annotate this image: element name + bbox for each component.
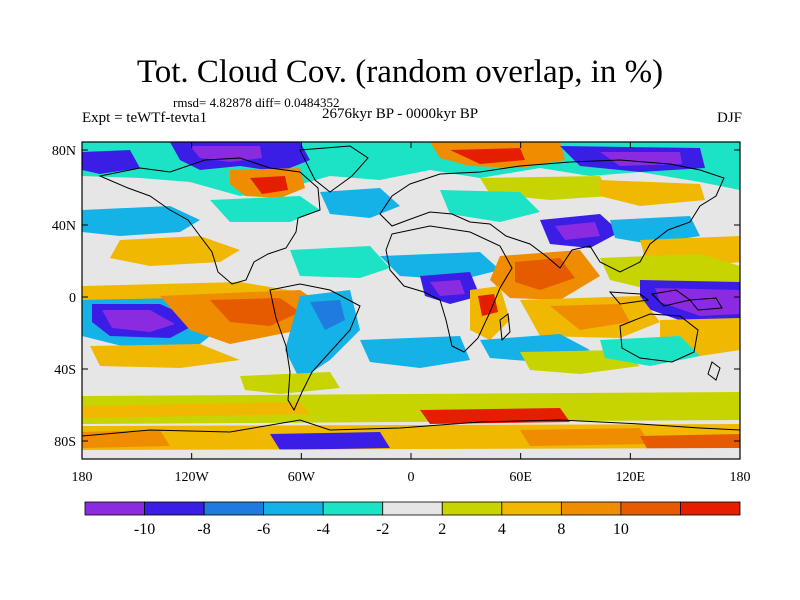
anomaly-region [102, 310, 175, 332]
coastline [689, 297, 723, 311]
coastline [608, 291, 650, 305]
coastline [82, 419, 740, 437]
legend-label: 8 [557, 521, 565, 538]
coastline [269, 283, 361, 412]
anomaly-region [110, 236, 240, 266]
anomaly-region [420, 408, 570, 424]
anomaly-region [90, 344, 240, 368]
anomaly-region [82, 392, 740, 424]
anomaly-region [430, 280, 465, 296]
lat-tick-label: 40S [54, 363, 76, 378]
lon-tick-label: 60W [288, 470, 316, 485]
legend-swatch [263, 501, 324, 516]
anomaly-region [450, 148, 525, 164]
lon-tick-label: 120E [616, 470, 646, 485]
legend-label: -8 [197, 521, 210, 538]
experiment-label: Expt = teWTf-tevta1 [82, 110, 208, 126]
anomaly-region [270, 432, 390, 450]
map-title: Tot. Cloud Cov. (random overlap, in %) [136, 54, 664, 90]
legend-swatch [144, 501, 205, 516]
anomaly-region [360, 336, 470, 368]
anomaly-region [250, 176, 288, 194]
latitude-axis: 80N 40N 0 40S 80S [52, 144, 740, 450]
legend-swatch [322, 501, 384, 516]
lon-tick-label: 120W [175, 470, 210, 485]
lat-tick-label: 0 [69, 291, 76, 306]
anomaly-region [478, 294, 498, 316]
anomaly-region [210, 298, 300, 326]
legend-label: 10 [613, 521, 629, 538]
anomaly-region [190, 146, 262, 162]
lon-tick-label: 180 [72, 470, 93, 485]
anomaly-region [82, 430, 170, 448]
legend-label: -10 [134, 521, 155, 538]
anomaly-region [515, 258, 575, 290]
lat-tick-label: 80N [52, 144, 76, 159]
legend-label: -4 [317, 521, 330, 538]
anomaly-region [82, 150, 140, 174]
coastline [385, 225, 513, 353]
coastlines [82, 145, 740, 437]
coastline [619, 313, 699, 363]
coastline [707, 361, 721, 381]
anomaly-region [520, 428, 650, 446]
legend-swatch [680, 501, 741, 516]
anomaly-region [210, 196, 320, 222]
longitude-axis: 180 120W 60W 0 60E 120E 180 [72, 142, 751, 485]
anomaly-field [82, 142, 740, 459]
legend-swatch [620, 501, 681, 516]
stats-text: rmsd= 4.82878 diff= 0.0484352 [173, 95, 340, 110]
legend-swatch [441, 501, 503, 516]
anomaly-region [310, 300, 345, 330]
legend-colorbar: -10 -8 -6 -4 -2 2 4 8 10 [84, 501, 741, 538]
lon-tick-label: 180 [730, 470, 751, 485]
lat-tick-label: 40N [52, 219, 76, 234]
lon-tick-label: 60E [509, 470, 532, 485]
anomaly-region [600, 152, 682, 166]
legend-label: -6 [257, 521, 270, 538]
season-label: DJF [716, 110, 742, 126]
legend-swatch [203, 501, 265, 516]
anomaly-region [600, 180, 705, 206]
anomaly-region [82, 402, 310, 418]
legend-swatch [560, 501, 622, 516]
lat-tick-label: 80S [54, 435, 76, 450]
anomaly-region [320, 188, 400, 218]
coastline [299, 145, 369, 193]
anomaly-region [290, 246, 390, 278]
period-label: 2676kyr BP - 0000kyr BP [322, 106, 479, 122]
anomaly-region [610, 216, 700, 244]
legend-label: -2 [376, 521, 389, 538]
legend-label: 2 [438, 521, 446, 538]
anomaly-region [550, 304, 630, 330]
coastline [98, 157, 321, 285]
anomaly-region [440, 190, 540, 222]
anomaly-region [240, 372, 340, 394]
lon-tick-label: 0 [408, 470, 415, 485]
anomaly-region [555, 222, 600, 240]
coastline [379, 159, 725, 273]
legend-swatch [501, 501, 562, 516]
coastline [499, 313, 511, 342]
anomaly-region [600, 336, 700, 366]
legend-swatch [382, 501, 443, 516]
legend-label: 4 [498, 521, 506, 538]
legend-swatch [84, 501, 145, 516]
anomaly-region [655, 288, 740, 316]
anomaly-region [82, 206, 200, 236]
